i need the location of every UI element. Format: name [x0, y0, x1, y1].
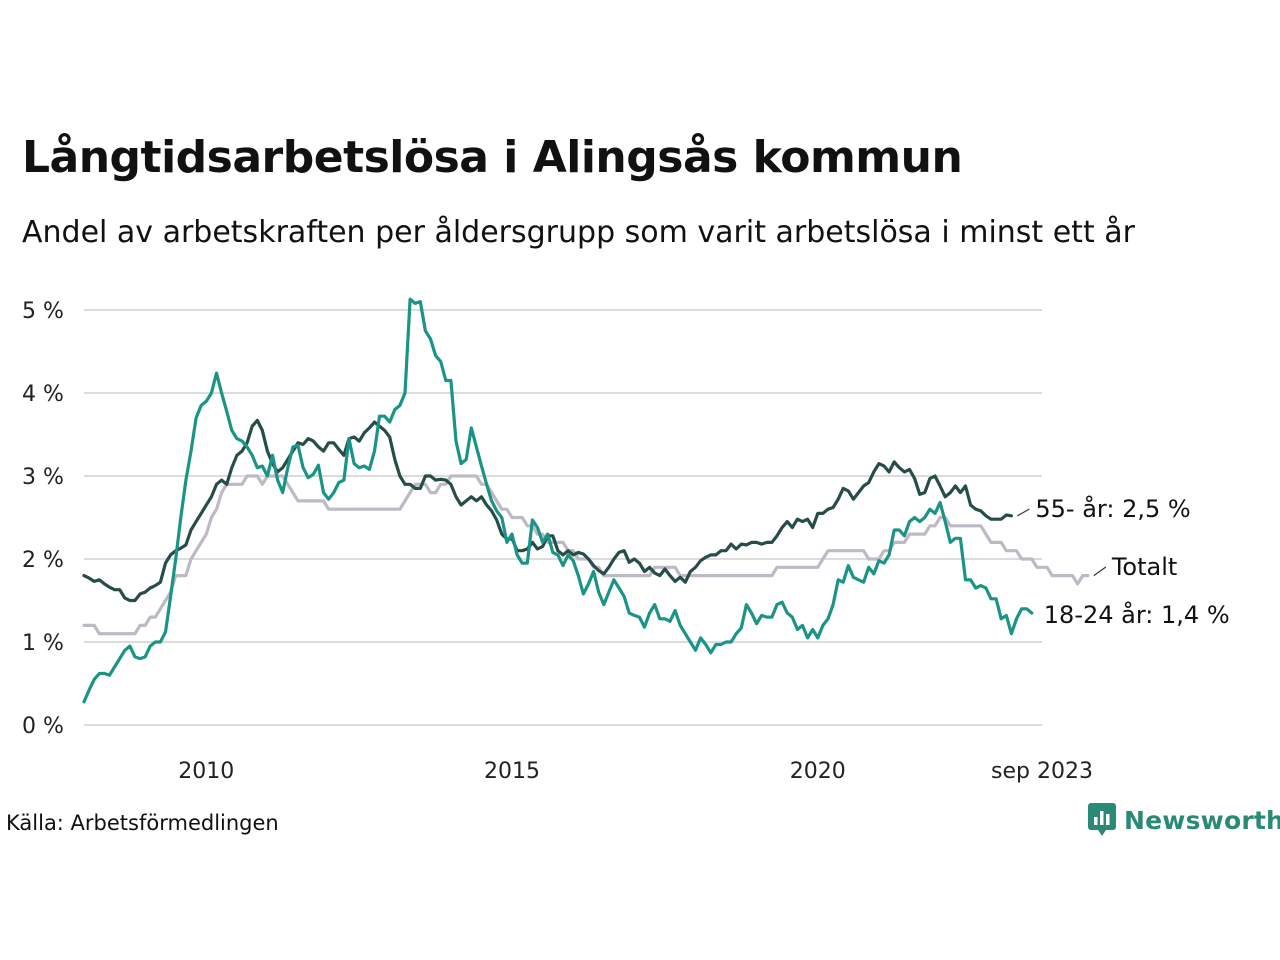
x-tick-label: sep 2023: [991, 759, 1093, 784]
x-axis-ticks: 2010 2015 2020 sep 2023: [178, 759, 1093, 784]
brand-name: Newsworthy: [1124, 805, 1280, 835]
end-label-age55: 55- år: 2,5 %: [1035, 494, 1190, 523]
chart-subtitle: Andel av arbetskraften per åldersgrupp s…: [22, 215, 1135, 250]
y-tick-label: 4 %: [22, 382, 64, 407]
y-tick-label: 3 %: [22, 465, 64, 490]
label-connector: [1093, 566, 1107, 577]
gridlines: [84, 309, 1042, 726]
y-tick-label: 5 %: [22, 299, 64, 324]
y-tick-label: 0 %: [22, 714, 64, 739]
newsworthy-logo-icon: [1088, 803, 1116, 836]
y-tick-label: 1 %: [22, 631, 64, 656]
x-tick-label: 2015: [484, 759, 540, 784]
x-tick-label: 2020: [790, 759, 846, 784]
x-tick-label: 2010: [178, 759, 234, 784]
label-connector: [1017, 508, 1030, 517]
chart-title: Långtidsarbetslösa i Alingsås kommun: [22, 132, 963, 183]
source-note: Källa: Arbetsförmedlingen: [6, 811, 279, 835]
y-tick-label: 2 %: [22, 548, 64, 573]
series-lines: [82, 297, 1090, 704]
series-line-total: [82, 474, 1090, 636]
y-axis-ticks: 0 % 1 % 2 % 3 % 4 % 5 %: [22, 299, 64, 739]
series-line-age18_24: [82, 297, 1034, 704]
end-label-total: Totalt: [1111, 553, 1177, 581]
newsworthy-logo[interactable]: Newsworthy: [1088, 803, 1280, 837]
end-label-age18_24: 18-24 år: 1,4 %: [1044, 600, 1230, 629]
series-end-labels: Totalt 55- år: 2,5 % 18-24 år: 1,4 %: [1017, 494, 1230, 629]
